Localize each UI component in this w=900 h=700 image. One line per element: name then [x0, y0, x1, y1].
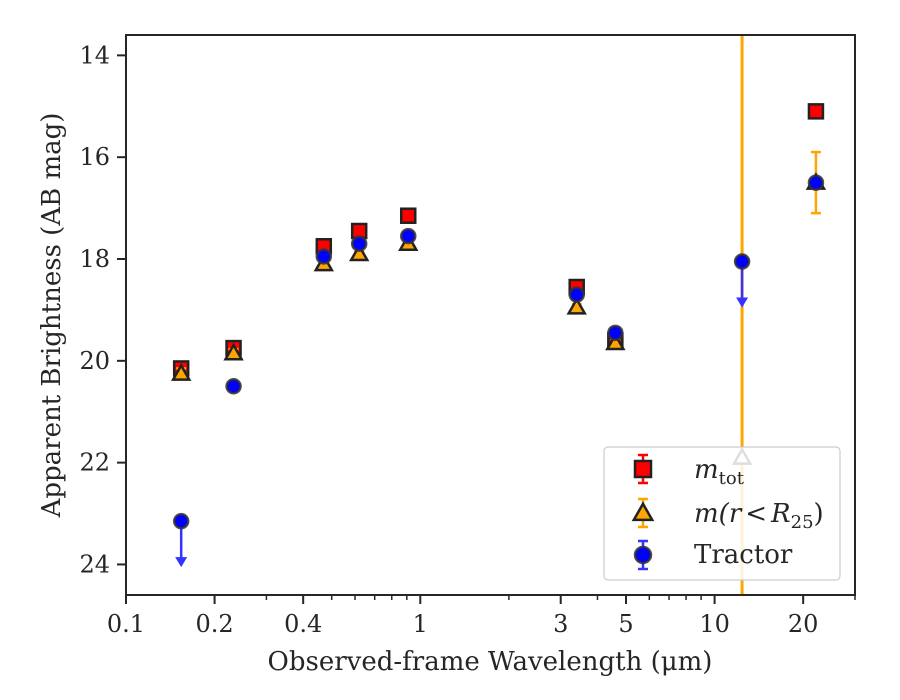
x-tick-label: 1: [413, 610, 428, 638]
triangle-point: [348, 243, 370, 262]
legend-square-marker: [633, 459, 653, 479]
y-tick-label: 16: [79, 143, 110, 171]
legend-triangle-marker: [631, 501, 655, 522]
legend-label-mr25: m(r < R25): [694, 499, 824, 533]
x-axis-title: Observed-frame Wavelength (μm): [268, 647, 713, 677]
legend-circle-marker: [633, 545, 653, 565]
legend-mr25-sub: 25: [791, 512, 814, 533]
circle-point: [568, 286, 585, 303]
legend-label-tractor: Tractor: [694, 540, 793, 570]
legend-frame: [603, 446, 841, 581]
x-tick-label: 3: [553, 610, 568, 638]
square-point: [399, 207, 417, 224]
y-tick-label: 20: [79, 347, 110, 375]
y-tick-label: 18: [79, 245, 110, 273]
triangle-point: [223, 342, 244, 361]
x-tick-label: 10: [699, 610, 730, 638]
upper-limit-arrow-head: [175, 557, 188, 568]
triangle-point: [605, 332, 626, 351]
y-tick-label: 22: [79, 449, 110, 477]
y-tick-label: 24: [79, 550, 110, 578]
circle-point: [315, 248, 333, 265]
axes-layer: 0.1 0.2 0.4 1 3 5 10 20 14 16 18 20 22 24: [79, 34, 856, 638]
x-tick-label: 5: [618, 610, 633, 638]
y-axis-title: Apparent Brightness (AB mag): [37, 113, 67, 519]
legend-markers: [631, 453, 655, 571]
x-tick-label: 0.1: [107, 610, 145, 638]
x-tick-label: 0.2: [196, 610, 234, 638]
triangle-point: [170, 362, 192, 381]
circle-point: [607, 324, 624, 342]
legend-mtot-main: m: [694, 455, 719, 485]
x-tick-label: 20: [788, 610, 819, 638]
upper-limit-arrow-head: [736, 297, 749, 308]
circle-point: [225, 378, 242, 395]
legend-mtot-sub: tot: [719, 468, 745, 489]
circle-point: [807, 174, 825, 191]
triangle-point: [566, 296, 587, 315]
circle-point: [733, 253, 751, 270]
legend-mr25-prefix: m(: [694, 499, 730, 529]
legend-mr25-r: r: [729, 499, 743, 529]
legend-mr25-lt: <: [745, 499, 767, 529]
legend-mr25-suffix: ): [814, 499, 824, 529]
square-point: [807, 103, 825, 120]
circle-point: [172, 512, 190, 530]
legend-mr25-R: R: [770, 499, 791, 529]
legend-label-mtot: mtot: [694, 455, 745, 489]
circle-point: [350, 235, 368, 252]
plot-frame: [125, 34, 856, 596]
circle-point: [399, 227, 417, 245]
plot-layer: [170, 35, 827, 595]
legend: mtot m(r < R25) Tractor: [603, 446, 841, 581]
y-tick-label: 14: [79, 41, 110, 69]
x-tick-label: 0.4: [284, 610, 322, 638]
